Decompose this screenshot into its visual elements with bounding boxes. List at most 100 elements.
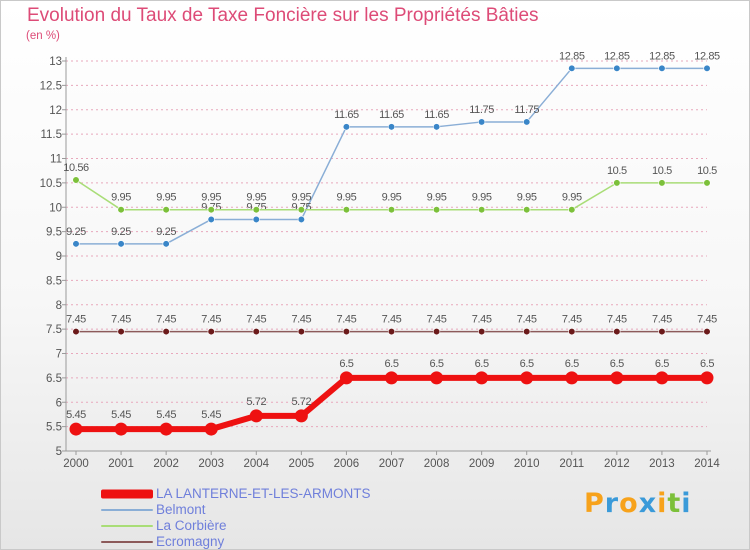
y-tick-label: 12 bbox=[49, 105, 62, 117]
data-label: 9.95 bbox=[517, 192, 537, 204]
legend-item: Ecromagny bbox=[101, 534, 371, 550]
legend-swatch bbox=[101, 525, 153, 527]
data-point bbox=[432, 123, 441, 131]
data-point bbox=[387, 123, 396, 131]
x-tick-label: 2006 bbox=[334, 458, 360, 470]
data-point bbox=[72, 240, 80, 248]
data-point bbox=[658, 327, 666, 336]
data-label: 7.45 bbox=[111, 314, 131, 326]
data-label: 9.95 bbox=[562, 192, 582, 204]
data-point bbox=[297, 215, 305, 224]
y-tick-label: 10 bbox=[49, 202, 62, 214]
data-point bbox=[207, 206, 215, 214]
x-tick-label: 2008 bbox=[424, 458, 450, 470]
data-point bbox=[700, 371, 714, 385]
data-point bbox=[342, 206, 351, 214]
data-label: 9.95 bbox=[382, 192, 402, 204]
data-label: 5.45 bbox=[201, 409, 221, 421]
data-point bbox=[613, 327, 621, 336]
data-point bbox=[523, 118, 531, 126]
data-label: 6.5 bbox=[610, 358, 624, 370]
data-label: 12.85 bbox=[559, 50, 585, 62]
legend-label: Ecromagny bbox=[156, 534, 225, 549]
data-point bbox=[658, 179, 666, 187]
data-point bbox=[162, 327, 170, 336]
data-point bbox=[475, 371, 489, 385]
data-label: 9.95 bbox=[156, 192, 176, 204]
data-label: 6.5 bbox=[700, 358, 714, 370]
data-label: 7.45 bbox=[382, 314, 402, 326]
x-tick-label: 2003 bbox=[198, 458, 224, 470]
logo-letter: x bbox=[638, 488, 658, 519]
data-point bbox=[523, 327, 531, 336]
data-label: 5.45 bbox=[66, 409, 86, 421]
data-label: 7.45 bbox=[472, 314, 492, 326]
y-tick-label: 6 bbox=[56, 397, 62, 409]
data-point bbox=[69, 422, 83, 436]
y-tick-label: 10.5 bbox=[40, 178, 62, 190]
data-point bbox=[568, 327, 576, 336]
y-tick-label: 12.5 bbox=[40, 80, 62, 92]
series-2: 10.56 9.95 9.95 9.95 9.95 9.95 9.95 9.95 9.95 9.9… bbox=[63, 162, 718, 214]
logo-letter: i bbox=[657, 488, 668, 519]
logo-letter: P bbox=[584, 488, 605, 519]
data-label: 5.45 bbox=[156, 409, 176, 421]
data-label: 10.5 bbox=[697, 165, 717, 177]
data-point bbox=[387, 206, 396, 214]
logo-letter: r bbox=[604, 488, 620, 519]
data-point bbox=[294, 409, 308, 423]
data-point bbox=[72, 327, 80, 336]
data-label: 7.45 bbox=[697, 314, 717, 326]
data-label: 9.95 bbox=[291, 192, 311, 204]
data-label: 11.75 bbox=[469, 104, 494, 116]
data-point bbox=[72, 176, 80, 184]
data-label: 12.85 bbox=[604, 50, 630, 62]
x-tick-label: 2004 bbox=[243, 458, 269, 470]
data-point bbox=[565, 371, 579, 385]
y-tick-label: 5 bbox=[56, 446, 62, 458]
x-tick-label: 2013 bbox=[649, 458, 675, 470]
y-tick-label: 9 bbox=[56, 251, 62, 263]
data-label: 7.45 bbox=[427, 314, 447, 326]
data-label: 6.5 bbox=[339, 358, 353, 370]
data-point bbox=[252, 206, 260, 214]
data-point bbox=[430, 371, 444, 385]
x-tick-label: 2014 bbox=[694, 458, 720, 470]
data-point bbox=[252, 215, 260, 224]
data-label: 9.95 bbox=[337, 192, 357, 204]
data-point bbox=[432, 327, 441, 336]
data-label: 6.5 bbox=[430, 358, 444, 370]
data-label: 7.45 bbox=[652, 314, 672, 326]
legend-label: Belmont bbox=[156, 502, 206, 517]
y-tick-label: 13 bbox=[49, 56, 62, 68]
data-point bbox=[207, 327, 215, 336]
line-chart: 5 5.5 6 6.5 7 7.5 8 8.5 9 9.5 10 10.5 11 11.5 12 12.5 13… bbox=[40, 50, 721, 470]
data-label: 7.45 bbox=[246, 314, 266, 326]
series-line bbox=[76, 67, 707, 245]
data-point bbox=[385, 371, 398, 385]
data-point bbox=[207, 215, 215, 224]
legend-label: LA LANTERNE-ET-LES-ARMONTS bbox=[156, 486, 371, 501]
data-point bbox=[339, 371, 353, 385]
data-point bbox=[387, 327, 396, 336]
data-point bbox=[703, 64, 711, 72]
legend-swatch bbox=[101, 489, 153, 499]
data-label: 9.95 bbox=[472, 192, 492, 204]
data-point bbox=[159, 422, 173, 436]
x-tick-label: 2011 bbox=[559, 458, 584, 470]
proxiti-logo: Proxiti bbox=[584, 488, 692, 519]
y-tick-label: 8 bbox=[56, 300, 62, 312]
legend: LA LANTERNE-ET-LES-ARMONTS Belmont La Co… bbox=[101, 486, 371, 550]
data-point bbox=[117, 327, 125, 336]
legend-item: La Corbière bbox=[101, 518, 371, 534]
data-point bbox=[568, 206, 576, 214]
legend-item: LA LANTERNE-ET-LES-ARMONTS bbox=[101, 486, 371, 502]
legend-swatch bbox=[101, 509, 153, 511]
legend-item: Belmont bbox=[101, 502, 371, 518]
data-label: 6.5 bbox=[475, 358, 489, 370]
data-point bbox=[297, 327, 305, 336]
x-tick-label: 2010 bbox=[514, 458, 540, 470]
data-point bbox=[297, 206, 305, 214]
data-label: 7.45 bbox=[291, 314, 311, 326]
